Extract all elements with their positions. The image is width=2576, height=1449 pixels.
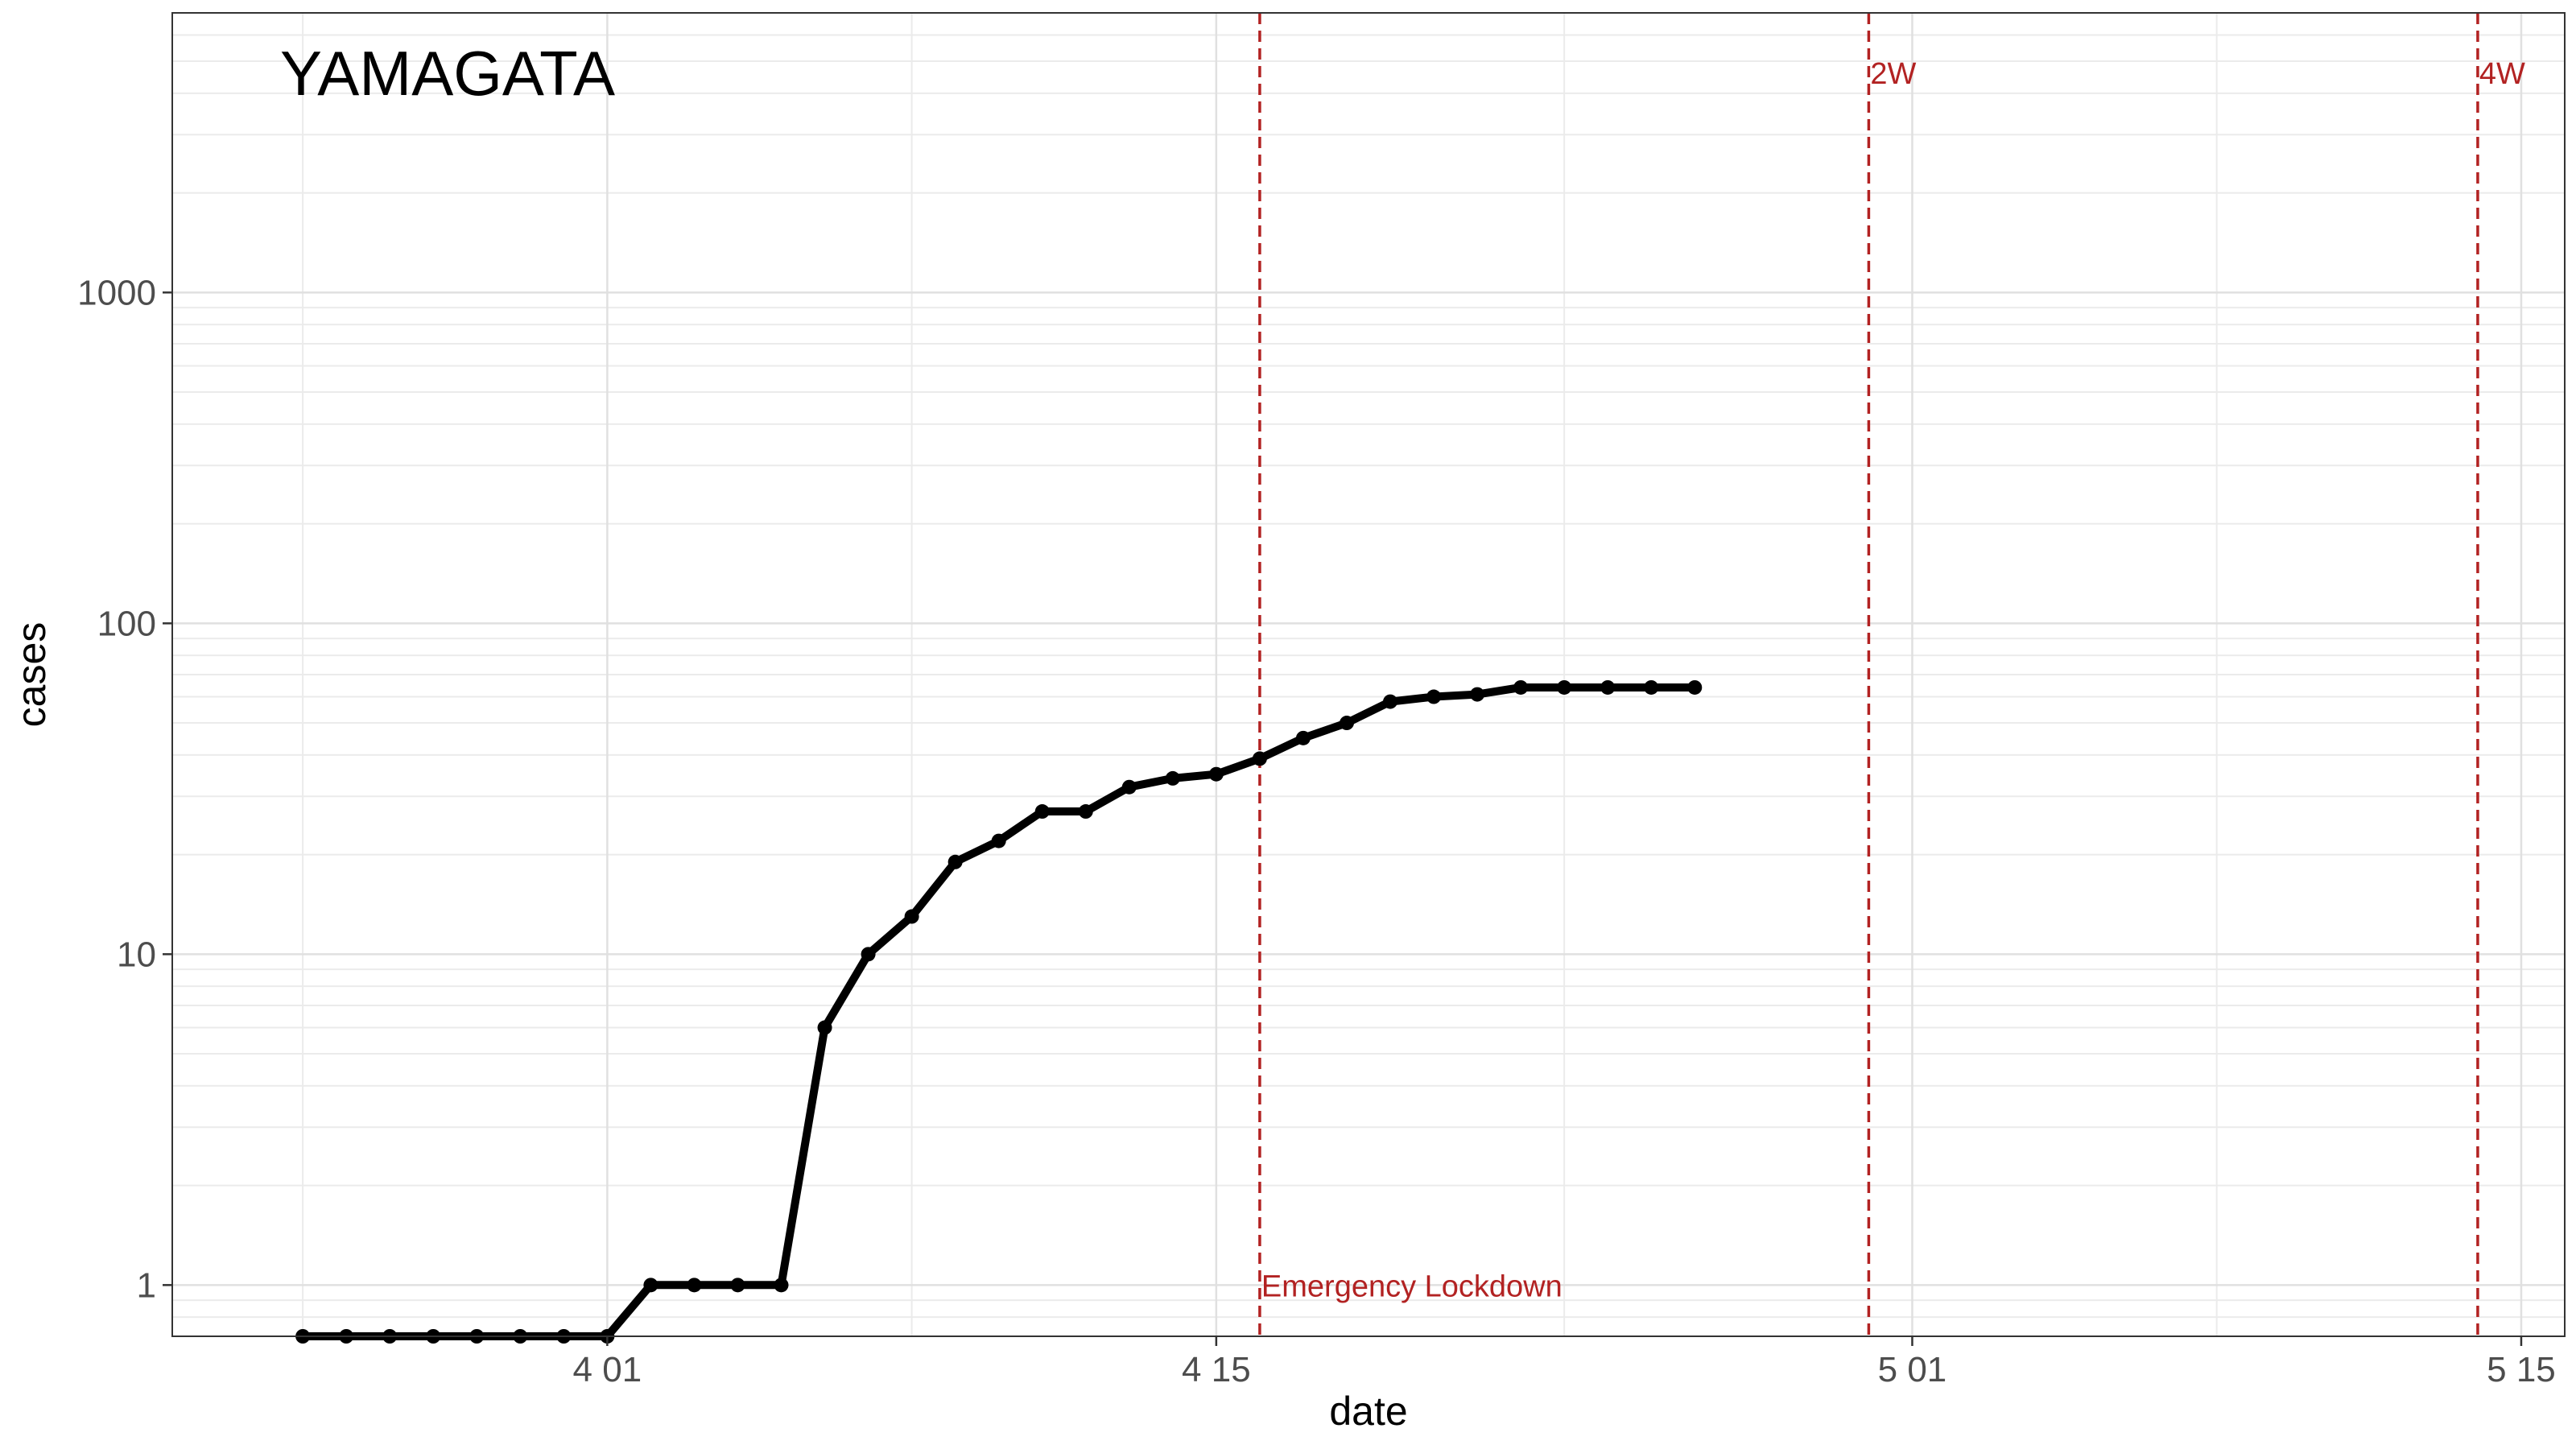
data-point <box>1426 689 1442 704</box>
x-tick-labels: 4 01 4 15 5 01 5 15 <box>573 1350 2556 1389</box>
data-point <box>1165 770 1180 786</box>
data-point <box>1687 679 1703 695</box>
data-point <box>1600 679 1616 695</box>
x-tick-label: 4 01 <box>573 1350 642 1389</box>
data-point <box>643 1278 658 1293</box>
x-tick-label: 5 01 <box>1878 1350 1947 1389</box>
data-point <box>817 1020 832 1035</box>
chart-title: YAMAGATA <box>280 38 615 109</box>
data-point <box>1208 766 1224 782</box>
data-point <box>774 1278 789 1293</box>
reference-line-label-3: 4W <box>2479 57 2525 91</box>
data-point <box>904 909 919 924</box>
y-tick-label: 1000 <box>77 273 156 312</box>
y-tick-label: 10 <box>117 935 156 974</box>
data-point <box>730 1278 745 1293</box>
y-axis-title: cases <box>9 622 54 728</box>
reference-lines: Emergency Lockdown 2W 4W <box>1258 13 2525 1336</box>
x-tick-label: 4 15 <box>1182 1350 1251 1389</box>
data-point <box>861 947 876 962</box>
data-point <box>1383 694 1398 709</box>
major-gridlines <box>172 13 2565 1336</box>
data-point <box>1295 730 1311 745</box>
minor-gridlines <box>172 13 2565 1337</box>
data-point <box>947 854 963 869</box>
data-point <box>1470 687 1485 702</box>
data-point <box>687 1278 702 1293</box>
data-point <box>1339 716 1354 731</box>
data-point <box>1557 679 1572 695</box>
x-axis-title: date <box>1329 1389 1407 1434</box>
reference-line-label-2: 2W <box>1870 57 1916 91</box>
y-tick-label: 1 <box>137 1265 156 1305</box>
data-point <box>991 833 1006 848</box>
y-tick-labels: 1 10 100 1000 <box>77 273 156 1305</box>
y-tick-label: 100 <box>97 604 156 643</box>
data-point <box>1121 779 1137 795</box>
panel-border <box>171 12 2566 1337</box>
reference-line-label-1: Emergency Lockdown <box>1261 1269 1563 1303</box>
data-point <box>1513 679 1529 695</box>
x-tick-label: 5 15 <box>2487 1350 2556 1389</box>
data-point <box>1252 751 1267 766</box>
axis-ticks <box>163 291 2523 1346</box>
data-point <box>1034 804 1050 819</box>
data-point <box>1644 679 1659 695</box>
data-point <box>1078 804 1093 819</box>
